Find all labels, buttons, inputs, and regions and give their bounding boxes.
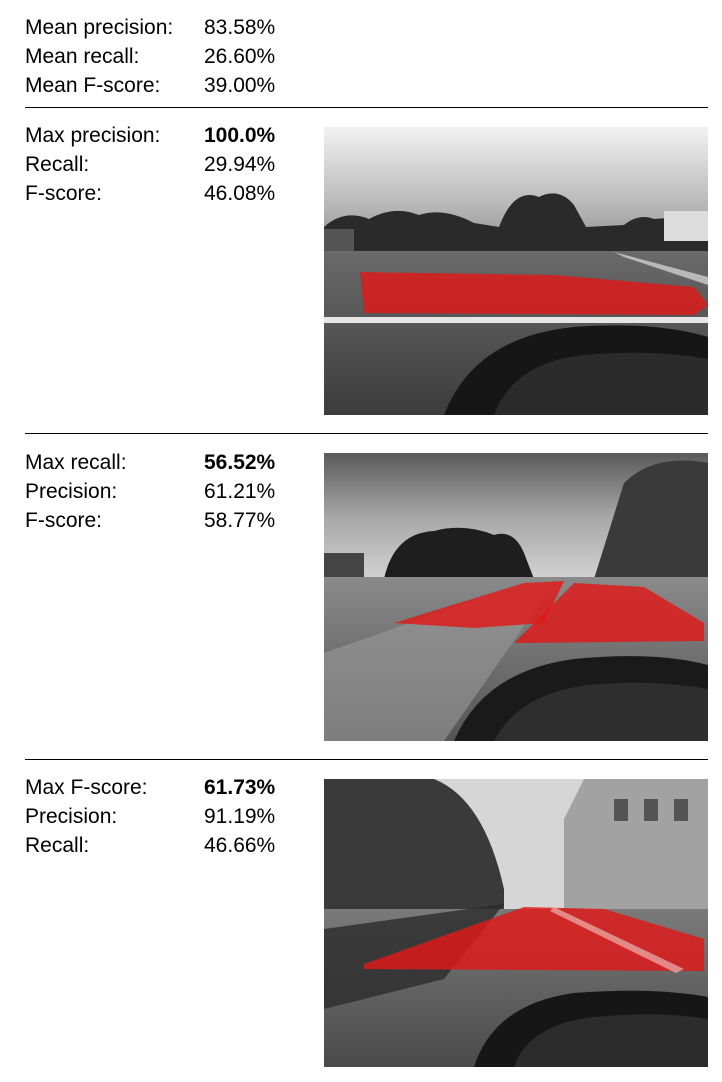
metric-label: Max F-score: <box>25 776 148 799</box>
metric-label: Recall: <box>25 153 90 176</box>
metric-value: 29.94% <box>204 153 276 176</box>
road-scene-image <box>324 779 708 1067</box>
metric-value: 61.21% <box>204 480 276 503</box>
metric-value: 26.60% <box>204 45 276 68</box>
metric-value: 46.66% <box>204 834 276 857</box>
metric-label: F-score: <box>25 509 103 532</box>
metric-value: 39.00% <box>204 74 276 97</box>
metric-value-highlight: 61.73% <box>204 776 276 799</box>
section-divider <box>25 433 708 434</box>
metric-value-highlight: 56.52% <box>204 451 276 474</box>
metric-value: 46.08% <box>204 182 276 205</box>
metric-label: Precision: <box>25 805 118 828</box>
road-scene-image <box>324 127 708 415</box>
metric-label: Max precision: <box>25 124 161 147</box>
metric-label: Mean F-score: <box>25 74 161 97</box>
metric-label: Mean recall: <box>25 45 140 68</box>
metric-value: 58.77% <box>204 509 276 532</box>
metric-label: Mean precision: <box>25 16 174 39</box>
metric-value: 83.58% <box>204 16 276 39</box>
metric-label: F-score: <box>25 182 103 205</box>
metric-label: Max recall: <box>25 451 127 474</box>
section-divider <box>25 759 708 760</box>
metric-label: Precision: <box>25 480 118 503</box>
section-divider <box>25 107 708 108</box>
metric-value: 91.19% <box>204 805 276 828</box>
metric-label: Recall: <box>25 834 90 857</box>
metric-value-highlight: 100.0% <box>204 124 276 147</box>
road-scene-image <box>324 453 708 741</box>
